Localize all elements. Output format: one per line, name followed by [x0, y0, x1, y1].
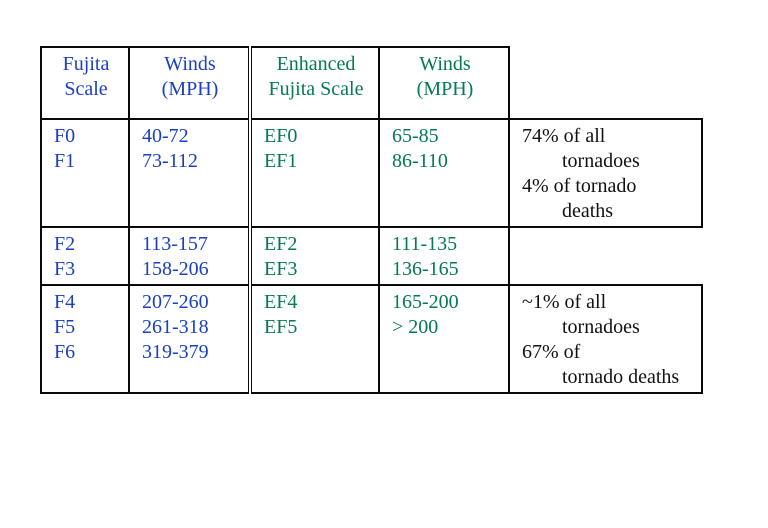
ef-winds-cell: 111-135 136-165 — [379, 227, 509, 285]
header-ef-scale: Enhanced Fujita Scale — [250, 47, 379, 119]
table-row: F2 F3 113-157 158-206 EF2 EF3 111-135 13… — [41, 227, 702, 285]
tornado-scale-table: Fujita Scale Winds (MPH) Enhanced Fujita… — [40, 46, 703, 394]
winds-cell: 40-72 73-112 — [129, 119, 250, 227]
header-row: Fujita Scale Winds (MPH) Enhanced Fujita… — [41, 47, 702, 119]
ef-cell: EF0 EF1 — [250, 119, 379, 227]
header-winds-2: Winds (MPH) — [379, 47, 509, 119]
ef-cell: EF2 EF3 — [250, 227, 379, 285]
winds-cell: 113-157 158-206 — [129, 227, 250, 285]
fujita-cell: F2 F3 — [41, 227, 129, 285]
fujita-cell: F0 F1 — [41, 119, 129, 227]
winds-cell: 207-260 261-318 319-379 — [129, 285, 250, 393]
note-cell: ~1% of alltornadoes 67% oftornado deaths — [509, 285, 702, 393]
ef-winds-cell: 165-200 > 200 — [379, 285, 509, 393]
ef-cell: EF4 EF5 — [250, 285, 379, 393]
note-cell: 74% of alltornadoes 4% of tornadodeaths — [509, 119, 702, 227]
fujita-cell: F4 F5 F6 — [41, 285, 129, 393]
ef-winds-cell: 65-85 86-110 — [379, 119, 509, 227]
table-row: F0 F1 40-72 73-112 EF0 EF1 65-85 86-110 … — [41, 119, 702, 227]
header-winds-1: Winds (MPH) — [129, 47, 250, 119]
table-row: F4 F5 F6 207-260 261-318 319-379 EF4 EF5… — [41, 285, 702, 393]
header-fujita-scale: Fujita Scale — [41, 47, 129, 119]
